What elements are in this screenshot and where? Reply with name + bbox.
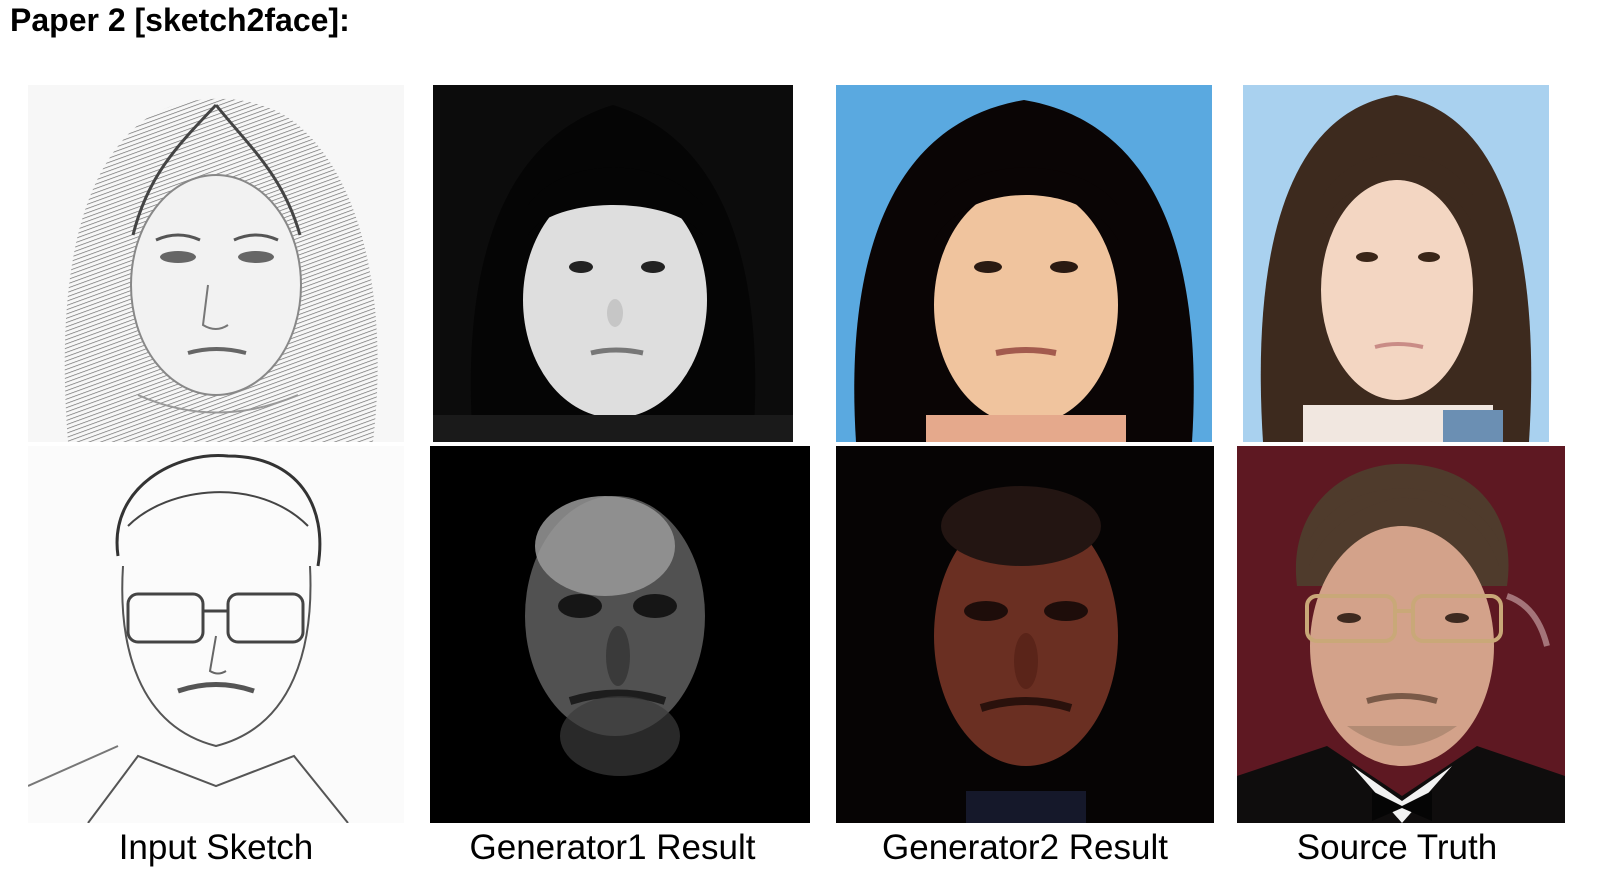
generator1-female-image (433, 85, 793, 442)
source-truth-female-image (1243, 85, 1549, 442)
label-input-sketch: Input Sketch (118, 828, 314, 867)
generator2-male-image (836, 446, 1214, 823)
figure-title: Paper 2 [sketch2face]: (10, 2, 350, 38)
label-generator2-result: Generator2 Result (882, 828, 1168, 867)
generator1-male-image (430, 446, 810, 823)
label-generator1-result: Generator1 Result (469, 828, 756, 867)
input-sketch-female-image (28, 85, 404, 442)
source-truth-male-image (1237, 446, 1565, 823)
input-sketch-male-image (28, 446, 404, 823)
generator2-female-image (836, 85, 1212, 442)
label-source-truth: Source Truth (1296, 828, 1498, 867)
